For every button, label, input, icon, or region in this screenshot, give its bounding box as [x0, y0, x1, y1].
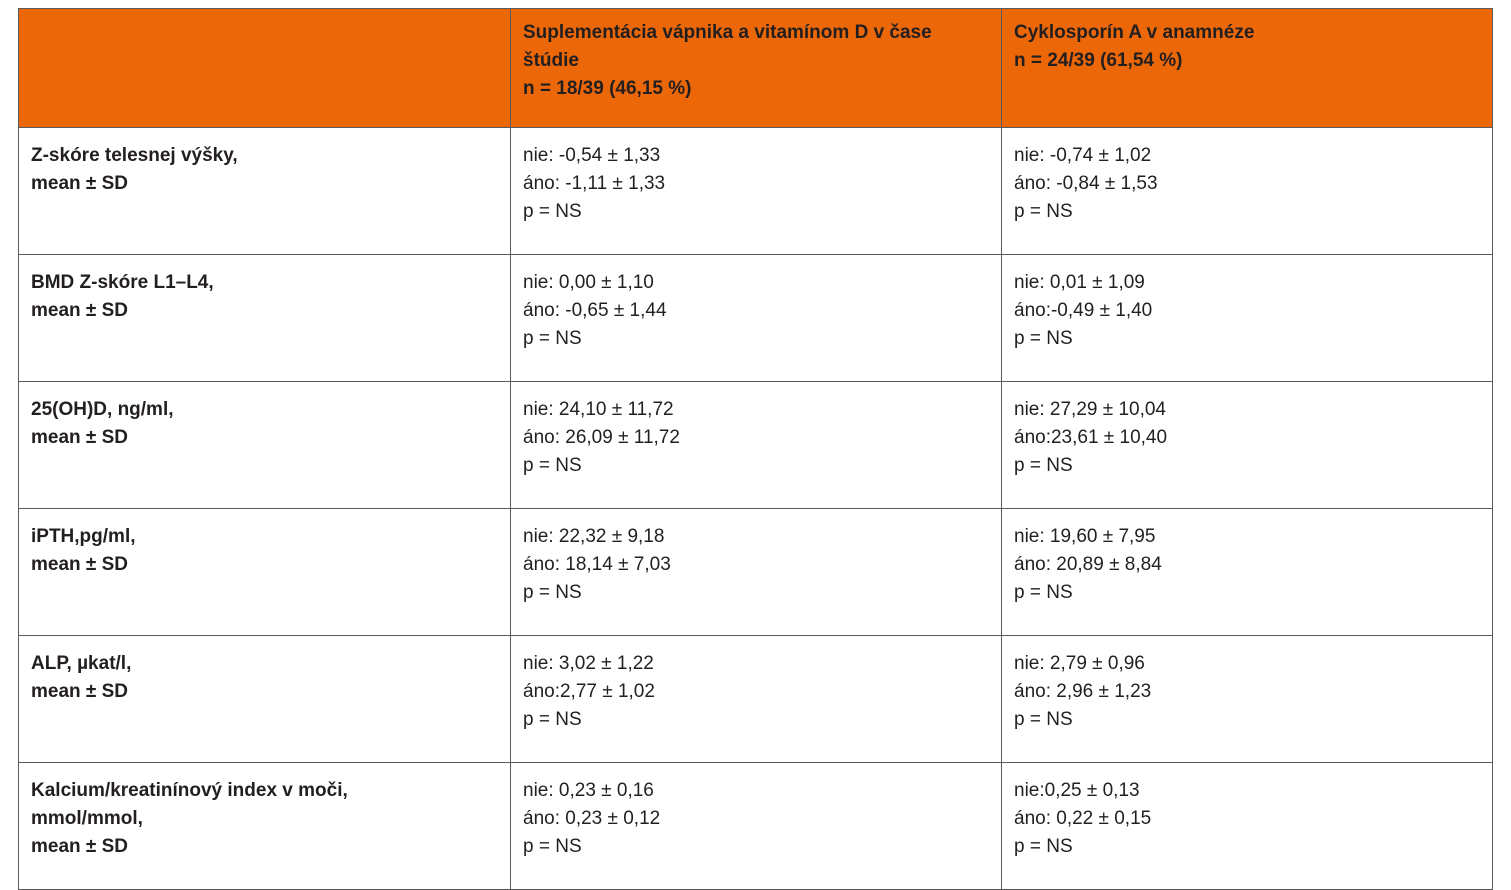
row-label-line: mmol/mmol,: [31, 808, 143, 829]
cell-line: áno: -0,65 ± 1,44: [523, 300, 667, 321]
header-line: Cyklosporín A v anamnéze: [1014, 22, 1255, 43]
row-label-line: iPTH,pg/ml,: [31, 526, 136, 547]
row-label-line: mean ± SD: [31, 173, 129, 194]
results-table: Suplementácia vápnika a vitamínom D v ča…: [18, 8, 1493, 890]
cell-line: p = NS: [523, 836, 582, 857]
header-line: Suplementácia vápnika a vitamínom D v ča…: [523, 22, 932, 43]
cell-line: p = NS: [1014, 709, 1073, 730]
cell-line: áno: -0,84 ± 1,53: [1014, 173, 1158, 194]
row-label-line: Z-skóre telesnej výšky,: [31, 145, 238, 166]
cell-line: nie:0,25 ± 0,13: [1014, 780, 1140, 801]
row-label-line: mean ± SD: [31, 427, 129, 448]
cell-line: p = NS: [1014, 328, 1073, 349]
cell-line: áno: -1,11 ± 1,33: [523, 173, 666, 194]
row-label-line: mean ± SD: [31, 836, 129, 857]
row-label-line: ALP, µkat/l,: [31, 653, 132, 674]
cell-line: nie: 2,79 ± 0,96: [1014, 653, 1145, 674]
row-label-line: 25(OH)D, ng/ml,: [31, 399, 174, 420]
cell-calcium-vitd: nie: 24,10 ± 11,72 áno: 26,09 ± 11,72 p …: [510, 381, 1002, 509]
cell-cyclosporin: nie: 0,01 ± 1,09 áno:-0,49 ± 1,40 p = NS: [1001, 254, 1493, 382]
cell-line: áno: 0,22 ± 0,15: [1014, 808, 1152, 829]
cell-line: p = NS: [523, 709, 582, 730]
cell-line: nie: 0,01 ± 1,09: [1014, 272, 1145, 293]
row-label-line: Kalcium/kreatinínový index v moči,: [31, 780, 348, 801]
cell-line: áno: 20,89 ± 8,84: [1014, 554, 1162, 575]
row-label: 25(OH)D, ng/ml, mean ± SD: [18, 381, 511, 509]
cell-line: p = NS: [523, 582, 582, 603]
cell-line: áno:-0,49 ± 1,40: [1014, 300, 1153, 321]
cell-line: nie: 24,10 ± 11,72: [523, 399, 674, 420]
cell-calcium-vitd: nie: 0,00 ± 1,10 áno: -0,65 ± 1,44 p = N…: [510, 254, 1002, 382]
cell-line: nie: 22,32 ± 9,18: [523, 526, 665, 547]
cell-line: nie: 3,02 ± 1,22: [523, 653, 654, 674]
row-label-line: mean ± SD: [31, 681, 129, 702]
row-label: Kalcium/kreatinínový index v moči, mmol/…: [18, 762, 511, 890]
cell-line: nie: 0,23 ± 0,16: [523, 780, 654, 801]
header-cyclosporin: Cyklosporín A v anamnéze n = 24/39 (61,5…: [1001, 8, 1493, 128]
table-row: BMD Z-skóre L1–L4, mean ± SD nie: 0,00 ±…: [18, 254, 1493, 382]
cell-line: áno: 2,96 ± 1,23: [1014, 681, 1152, 702]
row-label-line: mean ± SD: [31, 300, 129, 321]
cell-cyclosporin: nie: -0,74 ± 1,02 áno: -0,84 ± 1,53 p = …: [1001, 127, 1493, 255]
cell-calcium-vitd: nie: 22,32 ± 9,18 áno: 18,14 ± 7,03 p = …: [510, 508, 1002, 636]
row-label: Z-skóre telesnej výšky, mean ± SD: [18, 127, 511, 255]
cell-line: áno: 18,14 ± 7,03: [523, 554, 671, 575]
table-row: Kalcium/kreatinínový index v moči, mmol/…: [18, 762, 1493, 890]
cell-line: nie: -0,54 ± 1,33: [523, 145, 661, 166]
row-label: BMD Z-skóre L1–L4, mean ± SD: [18, 254, 511, 382]
cell-line: áno:2,77 ± 1,02: [523, 681, 655, 702]
header-calcium-vitd: Suplementácia vápnika a vitamínom D v ča…: [510, 8, 1002, 128]
row-label: iPTH,pg/ml, mean ± SD: [18, 508, 511, 636]
row-label-line: BMD Z-skóre L1–L4,: [31, 272, 214, 293]
cell-cyclosporin: nie:0,25 ± 0,13 áno: 0,22 ± 0,15 p = NS: [1001, 762, 1493, 890]
cell-calcium-vitd: nie: -0,54 ± 1,33 áno: -1,11 ± 1,33 p = …: [510, 127, 1002, 255]
cell-cyclosporin: nie: 27,29 ± 10,04 áno:23,61 ± 10,40 p =…: [1001, 381, 1493, 509]
cell-line: p = NS: [1014, 201, 1073, 222]
cell-line: nie: 27,29 ± 10,04: [1014, 399, 1166, 420]
cell-calcium-vitd: nie: 0,23 ± 0,16 áno: 0,23 ± 0,12 p = NS: [510, 762, 1002, 890]
header-empty-cell: [18, 8, 511, 128]
cell-line: nie: 19,60 ± 7,95: [1014, 526, 1156, 547]
table-container: Suplementácia vápnika a vitamínom D v ča…: [18, 8, 1493, 890]
cell-line: áno: 0,23 ± 0,12: [523, 808, 661, 829]
row-label-line: mean ± SD: [31, 554, 129, 575]
cell-cyclosporin: nie: 19,60 ± 7,95 áno: 20,89 ± 8,84 p = …: [1001, 508, 1493, 636]
cell-line: p = NS: [523, 201, 582, 222]
cell-line: p = NS: [1014, 836, 1073, 857]
row-label: ALP, µkat/l, mean ± SD: [18, 635, 511, 763]
cell-line: p = NS: [523, 455, 582, 476]
cell-calcium-vitd: nie: 3,02 ± 1,22 áno:2,77 ± 1,02 p = NS: [510, 635, 1002, 763]
header-line: štúdie: [523, 50, 579, 71]
cell-line: nie: -0,74 ± 1,02: [1014, 145, 1152, 166]
header-line: n = 24/39 (61,54 %): [1014, 50, 1183, 71]
header-row: Suplementácia vápnika a vitamínom D v ča…: [18, 8, 1493, 128]
table-row: 25(OH)D, ng/ml, mean ± SD nie: 24,10 ± 1…: [18, 381, 1493, 509]
cell-cyclosporin: nie: 2,79 ± 0,96 áno: 2,96 ± 1,23 p = NS: [1001, 635, 1493, 763]
table-row: iPTH,pg/ml, mean ± SD nie: 22,32 ± 9,18 …: [18, 508, 1493, 636]
cell-line: p = NS: [1014, 455, 1073, 476]
cell-line: áno: 26,09 ± 11,72: [523, 427, 680, 448]
table-row: Z-skóre telesnej výšky, mean ± SD nie: -…: [18, 127, 1493, 255]
header-line: n = 18/39 (46,15 %): [523, 78, 692, 99]
table-row: ALP, µkat/l, mean ± SD nie: 3,02 ± 1,22 …: [18, 635, 1493, 763]
cell-line: p = NS: [1014, 582, 1073, 603]
cell-line: nie: 0,00 ± 1,10: [523, 272, 654, 293]
cell-line: áno:23,61 ± 10,40: [1014, 427, 1168, 448]
cell-line: p = NS: [523, 328, 582, 349]
